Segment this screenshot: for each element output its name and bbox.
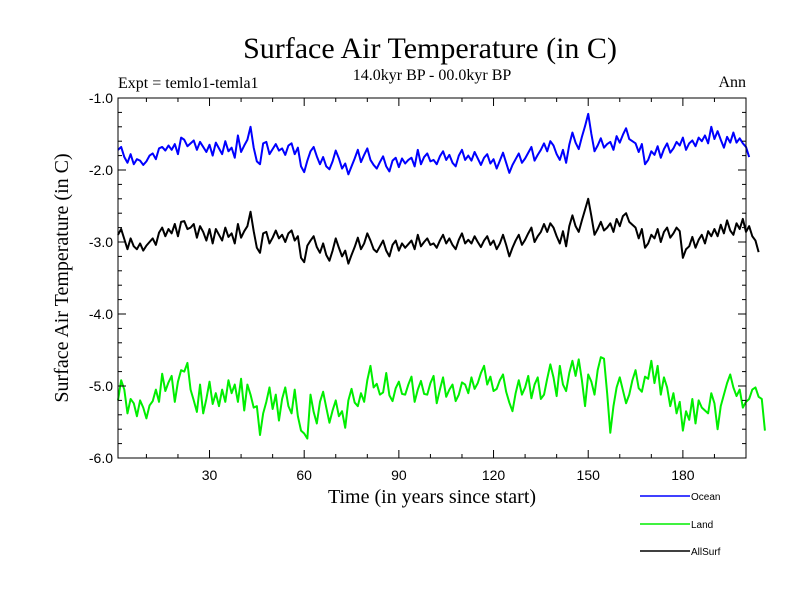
series-line-land bbox=[117, 356, 766, 440]
y-tick-label: -1.0 bbox=[89, 90, 113, 106]
y-tick-label: -4.0 bbox=[89, 306, 113, 322]
series-line-allsurf bbox=[117, 197, 760, 265]
y-axis: -1.0 -2.0 -3.0 -4.0 -5.0 -6.0 bbox=[89, 90, 746, 466]
x-tick-label: 90 bbox=[391, 467, 407, 483]
period-label: 14.0kyr BP - 00.0kyr BP bbox=[353, 67, 512, 84]
series-line-ocean bbox=[117, 112, 751, 176]
x-axis-label: Time (in years since start) bbox=[328, 486, 536, 508]
x-tick-label: 60 bbox=[296, 467, 312, 483]
x-tick-label: 30 bbox=[202, 467, 218, 483]
y-axis-label: Surface Air Temperature (in C) bbox=[51, 153, 73, 402]
x-tick-label: 120 bbox=[482, 467, 506, 483]
chart-title: Surface Air Temperature (in C) bbox=[243, 32, 617, 65]
legend-label-allsurf: AllSurf bbox=[691, 547, 721, 558]
experiment-label: Expt = temlo1-temla1 bbox=[118, 75, 259, 92]
series-layer bbox=[117, 112, 766, 440]
y-tick-label: -5.0 bbox=[89, 378, 113, 394]
legend: Ocean Land AllSurf bbox=[640, 492, 721, 558]
x-tick-label: 150 bbox=[577, 467, 601, 483]
legend-label-ocean: Ocean bbox=[691, 492, 720, 503]
season-label: Ann bbox=[718, 74, 746, 91]
y-tick-label: -3.0 bbox=[89, 234, 113, 250]
legend-label-land: Land bbox=[691, 520, 713, 531]
x-axis: 30 60 90 120 150 180 bbox=[145, 98, 747, 483]
x-tick-label: 180 bbox=[671, 467, 695, 483]
y-tick-label: -6.0 bbox=[89, 450, 113, 466]
plot-frame bbox=[117, 97, 747, 459]
y-tick-label: -2.0 bbox=[89, 162, 113, 178]
